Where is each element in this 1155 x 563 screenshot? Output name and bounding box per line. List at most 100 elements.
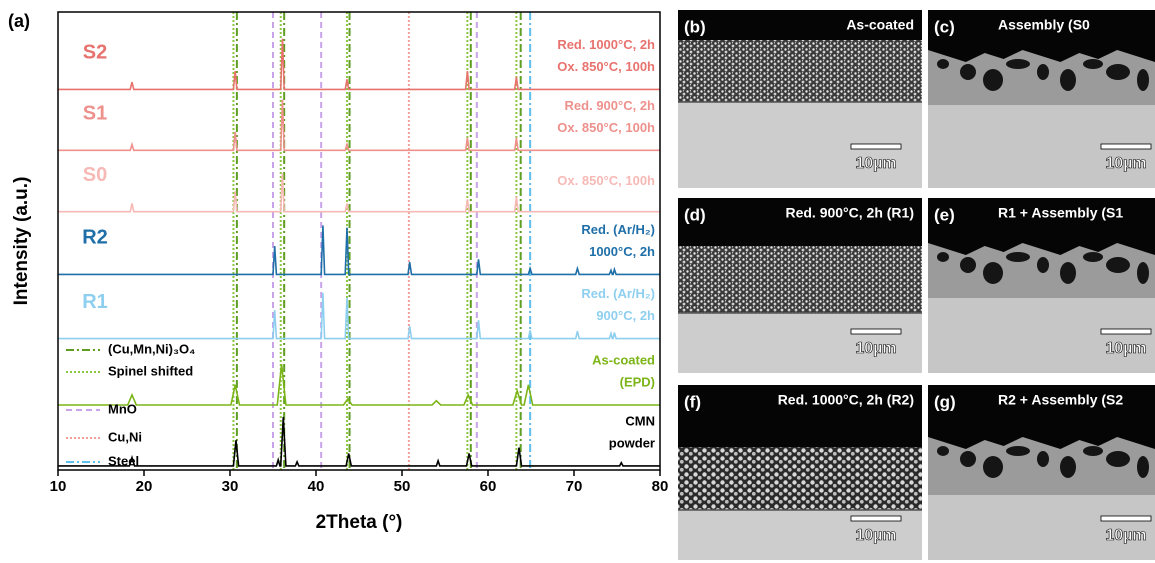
scale-bar (1100, 143, 1152, 150)
pore (1037, 257, 1049, 273)
pore (1060, 262, 1076, 284)
sem-image: (c) Assembly (S0 10µm (928, 10, 1155, 188)
series-note: Red. 900°C, 2h (565, 98, 656, 113)
image-label: (d) (684, 205, 706, 224)
scale-label: 10µm (1105, 155, 1146, 172)
pore (1060, 456, 1076, 478)
sem-image: (f) Red. 1000°C, 2h (R2) 10µm (678, 385, 922, 560)
pore (1083, 59, 1103, 69)
coating (678, 447, 922, 510)
image-label: (f) (684, 392, 701, 411)
x-tick-label: 50 (394, 478, 411, 495)
x-tick-label: 40 (308, 478, 325, 495)
pore (1106, 451, 1130, 467)
scale-label: 10µm (1105, 340, 1146, 357)
image-title: R1 + Assembly (S1 (998, 205, 1123, 221)
series-label: S2 (83, 42, 107, 64)
image-title: R2 + Assembly (S2 (998, 392, 1123, 408)
image-label: (c) (934, 17, 955, 36)
xrd-pattern (58, 99, 660, 152)
series-note: CMN (625, 413, 655, 428)
scale-bar (850, 515, 902, 522)
scale-bar (850, 143, 902, 150)
pore (1006, 446, 1030, 456)
coating (678, 40, 922, 102)
image-label: (e) (934, 205, 955, 224)
scale-label: 10µm (855, 340, 896, 357)
pore (1137, 262, 1149, 284)
legend-label: Spinel shifted (108, 363, 193, 378)
legend-label: Steel (108, 453, 139, 468)
panel-label: (a) (8, 11, 30, 31)
x-tick-label: 80 (652, 478, 669, 495)
substrate (678, 313, 922, 373)
pore (983, 69, 1003, 91)
series-note: 1000°C, 2h (589, 244, 655, 259)
pore (937, 252, 949, 262)
scale-bar (1100, 515, 1152, 522)
series-note: Ox. 850°C, 100h (557, 120, 655, 135)
x-tick-label: 20 (136, 478, 153, 495)
pore (937, 59, 949, 69)
pore (1006, 59, 1030, 69)
image-title: Red. 1000°C, 2h (R2) (778, 392, 914, 408)
series-note: Red. (Ar/H₂) (581, 286, 655, 301)
coating (678, 246, 922, 313)
y-axis-label: Intensity (a.u.) (11, 177, 32, 306)
legend-label: (Cu,Mn,Ni)₃O₄ (108, 341, 195, 356)
substrate (928, 298, 1155, 373)
series-note: Red. (Ar/H₂) (581, 222, 655, 237)
series-note: powder (609, 435, 655, 450)
pore (1083, 252, 1103, 262)
series-label: R1 (82, 291, 108, 313)
pore (983, 262, 1003, 284)
sem-image: (b) As-coated 10µm (678, 10, 922, 188)
pore (1037, 451, 1049, 467)
pore (1106, 64, 1130, 80)
scale-label: 10µm (1105, 527, 1146, 544)
x-tick-label: 10 (50, 478, 67, 495)
scale-bar (850, 328, 902, 335)
pore (1106, 257, 1130, 273)
image-label: (g) (934, 392, 956, 411)
pore (960, 64, 976, 80)
sem-images: (b) As-coated 10µm (c) Assembly (S0 10µm (d) Re… (678, 10, 1155, 560)
image-label: (b) (684, 17, 706, 36)
xrd-pattern (58, 173, 660, 213)
xrd-pattern (58, 38, 660, 91)
series-note: As-coated (592, 352, 655, 367)
sem-image: (d) Red. 900°C, 2h (R1) 10µm (678, 198, 922, 373)
image-title: Assembly (S0 (998, 17, 1090, 33)
x-tick-label: 30 (222, 478, 239, 495)
legend-label: Cu,Ni (108, 429, 142, 444)
pore (937, 446, 949, 456)
sem-image: (e) R1 + Assembly (S1 10µm (928, 198, 1155, 373)
x-axis-label: 2Theta (°) (316, 512, 403, 533)
substrate (928, 495, 1155, 560)
xrd-pattern (58, 225, 660, 276)
xrd-pattern (58, 364, 660, 406)
pore (983, 456, 1003, 478)
series-note: Ox. 850°C, 100h (557, 59, 655, 74)
pore (1083, 446, 1103, 456)
legend-label: MnO (108, 401, 137, 416)
x-tick-label: 60 (480, 478, 497, 495)
pore (1137, 69, 1149, 91)
scale-label: 10µm (855, 155, 896, 172)
scale-bar (1100, 328, 1152, 335)
image-title: Red. 900°C, 2h (R1) (785, 205, 914, 221)
pore (960, 451, 976, 467)
series-note: 900°C, 2h (596, 308, 655, 323)
series-note: Red. 1000°C, 2h (557, 37, 655, 52)
series-note: (EPD) (620, 374, 655, 389)
sem-image: (g) R2 + Assembly (S2 10µm (928, 385, 1155, 560)
series-label: S0 (83, 164, 107, 186)
pore (1137, 456, 1149, 478)
x-tick-label: 70 (566, 478, 583, 495)
pore (1037, 64, 1049, 80)
plot-area: S2 Red. 1000°C, 2h Ox. 850°C, 100h S1 Red. 9… (50, 11, 669, 495)
series-label: S1 (83, 103, 107, 125)
xrd-pattern (58, 292, 660, 340)
scale-label: 10µm (855, 527, 896, 544)
